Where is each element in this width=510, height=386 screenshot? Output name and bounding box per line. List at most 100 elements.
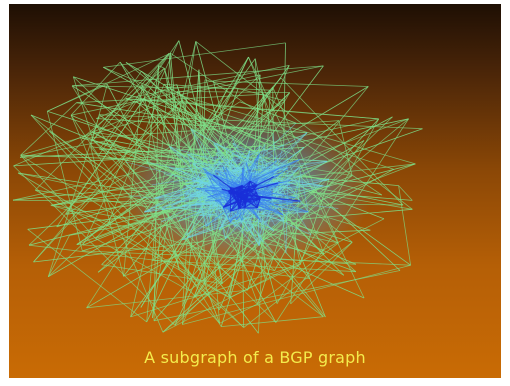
graph-edge <box>146 53 171 322</box>
graph-edge <box>252 229 371 236</box>
graph-edge <box>222 185 242 208</box>
graph-edge <box>256 179 330 182</box>
graph-edge <box>153 147 305 322</box>
graph-edge <box>299 159 328 162</box>
graph-edge <box>66 197 185 215</box>
graph-edge <box>95 238 190 292</box>
graph-edge <box>90 146 124 277</box>
graph-edge <box>239 101 297 124</box>
graph-edge <box>232 142 244 167</box>
graph-edge <box>192 69 200 164</box>
graph-edge <box>206 171 224 208</box>
graph-edge <box>72 65 324 87</box>
graph-edge <box>338 120 353 176</box>
graph-edge <box>35 53 170 191</box>
graph-edge <box>218 202 266 310</box>
graph-edge <box>184 168 204 199</box>
graph-edge <box>146 65 159 163</box>
graph-edge <box>73 76 275 271</box>
graph-edge <box>219 303 258 324</box>
graph-edge <box>282 208 413 222</box>
graph-edge <box>82 40 180 246</box>
graph-edge <box>230 206 246 212</box>
graph-edge <box>274 200 301 226</box>
graph-edge <box>205 184 258 227</box>
graph-edge <box>237 193 240 210</box>
graph-edge <box>263 128 423 185</box>
graph-edge <box>99 114 423 130</box>
graph-edge <box>213 143 280 169</box>
graph-edge <box>35 189 162 210</box>
graph-edge <box>196 188 258 209</box>
graph-edge <box>209 152 218 186</box>
graph-edge <box>210 180 251 187</box>
graph-edge <box>283 42 286 146</box>
graph-edge <box>95 225 108 239</box>
graph-edge <box>73 76 284 146</box>
graph-edge <box>35 189 230 298</box>
graph-edge <box>249 180 258 186</box>
slide-caption: A subgraph of a BGP graph <box>144 348 366 367</box>
graph-edge <box>48 197 185 278</box>
graph-edge <box>195 41 413 210</box>
graph-edge <box>210 185 229 194</box>
graph-edge <box>238 193 247 205</box>
graph-edge <box>252 188 296 198</box>
graph-edge <box>163 68 204 191</box>
graph-edge <box>242 185 261 201</box>
graph-edge <box>223 122 297 192</box>
graph-edge <box>98 40 180 156</box>
graph-edge <box>284 159 300 177</box>
graph-edge <box>221 316 324 327</box>
slide: A subgraph of a BGP graph <box>9 4 501 378</box>
graph-edge <box>213 143 248 184</box>
graph-edge <box>187 153 253 188</box>
graph-edge <box>254 244 266 279</box>
graph-edge <box>161 208 365 299</box>
graph-edge <box>275 118 409 323</box>
graph-edge <box>238 193 253 202</box>
graph-edges <box>12 40 423 334</box>
graph-edge <box>56 178 202 228</box>
graph-edge <box>300 179 330 265</box>
graph-edge <box>152 260 356 273</box>
graph-edge <box>222 158 233 168</box>
graph-edge <box>147 162 214 176</box>
graph-edge <box>290 180 324 187</box>
graph-edge <box>398 185 411 266</box>
graph-edge <box>294 120 340 156</box>
graph-edge <box>243 241 353 328</box>
graph-edge <box>229 187 248 191</box>
graph-edge <box>33 238 226 263</box>
graph-edge <box>232 142 280 169</box>
graph-edge <box>274 212 307 271</box>
graph-edge <box>214 170 251 182</box>
graph-edge <box>254 58 301 265</box>
graph-edge <box>33 100 182 263</box>
graph-edge <box>17 172 229 298</box>
graph-edge <box>187 207 264 238</box>
graph-edge <box>153 270 401 322</box>
graph-edge <box>247 189 257 194</box>
graph-edge <box>241 198 261 201</box>
graph-edge <box>82 250 411 266</box>
graph-edge <box>259 156 301 202</box>
graph-edge <box>151 174 214 186</box>
graph-edge <box>213 80 369 87</box>
graph-edge <box>125 98 379 120</box>
graph-edge <box>161 208 180 270</box>
graph-edge <box>189 184 220 197</box>
bgp-subgraph-diagram <box>12 40 423 334</box>
graph-edge <box>50 204 275 272</box>
graph-edge <box>103 42 286 68</box>
graph-edge <box>152 221 162 318</box>
graph-edge <box>257 242 339 305</box>
graph-edge <box>130 264 301 318</box>
graph-edge <box>229 264 301 298</box>
graph-edge <box>13 165 176 326</box>
graph-edge <box>187 237 220 324</box>
graph-edge <box>238 88 271 91</box>
graph-edge <box>221 188 240 195</box>
graph-edge <box>143 58 256 213</box>
graph-edge <box>213 174 240 195</box>
